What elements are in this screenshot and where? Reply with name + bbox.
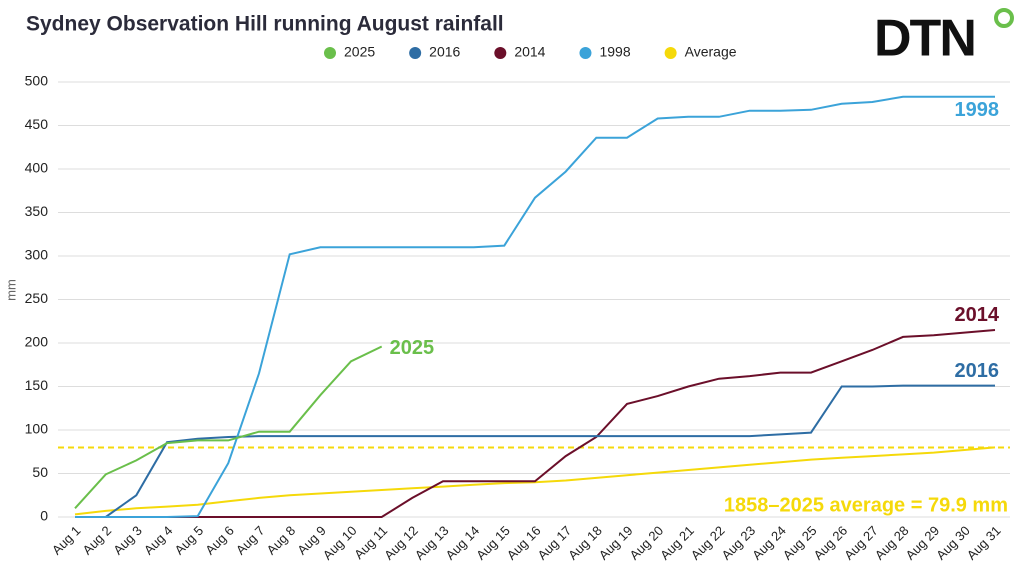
x-tick-label: Aug 13 — [412, 523, 452, 563]
x-tick-label: Aug 20 — [626, 523, 666, 563]
y-axis-label: mm — [3, 279, 18, 301]
x-tick-label: Aug 18 — [565, 523, 605, 563]
x-tick-label: Aug 4 — [141, 523, 176, 558]
x-tick-label: Aug 12 — [381, 523, 421, 563]
end-label: 2016 — [955, 360, 1000, 382]
legend-label: Average — [685, 44, 737, 60]
series-line — [74, 345, 383, 509]
y-tick-label: 0 — [40, 508, 48, 524]
y-tick-label: 300 — [25, 247, 49, 263]
series-line — [75, 329, 996, 518]
chart-title: Sydney Observation Hill running August r… — [26, 13, 504, 36]
x-tick-label: Aug 27 — [841, 523, 881, 563]
y-tick-label: 100 — [25, 421, 49, 437]
x-tick-label: Aug 29 — [902, 523, 942, 563]
logo: DTN — [874, 10, 975, 68]
y-tick-label: 350 — [25, 203, 49, 219]
legend-label: 2016 — [429, 44, 460, 60]
y-tick-label: 150 — [25, 377, 49, 393]
y-tick-label: 400 — [25, 160, 49, 176]
x-tick-label: Aug 23 — [718, 523, 758, 563]
legend-marker — [664, 47, 677, 59]
y-tick-label: 200 — [25, 334, 49, 350]
x-tick-label: Aug 24 — [749, 523, 789, 563]
x-tick-label: Aug 1 — [49, 523, 84, 558]
end-label: 2014 — [955, 304, 1000, 326]
x-tick-label: Aug 15 — [473, 523, 513, 563]
x-tick-label: Aug 25 — [780, 523, 820, 563]
end-label: 2025 — [390, 337, 435, 359]
x-tick-label: Aug 5 — [172, 523, 207, 558]
x-tick-label: Aug 8 — [264, 523, 299, 558]
x-tick-label: Aug 30 — [933, 523, 973, 563]
y-tick-label: 450 — [25, 116, 49, 132]
legend-label: 2025 — [344, 44, 375, 60]
series-line — [75, 384, 995, 518]
x-tick-label: Aug 10 — [320, 523, 360, 563]
x-tick-label: Aug 22 — [688, 523, 728, 563]
end-label: 1998 — [955, 99, 1000, 121]
x-tick-label: Aug 19 — [596, 523, 636, 563]
annotation: 1858–2025 average = 79.9 mm — [724, 494, 1008, 516]
y-tick-label: 250 — [25, 290, 49, 306]
legend-label: 2014 — [514, 44, 545, 60]
x-tick-label: Aug 28 — [872, 523, 912, 563]
legend-marker — [324, 47, 336, 59]
x-tick-label: Aug 16 — [504, 523, 544, 563]
x-tick-label: Aug 21 — [657, 523, 697, 563]
x-tick-label: Aug 2 — [80, 523, 115, 558]
legend-marker — [409, 47, 422, 59]
x-tick-label: Aug 26 — [810, 523, 850, 563]
legend-marker — [494, 47, 507, 59]
legend-label: 1998 — [599, 44, 630, 60]
legend-marker — [579, 47, 592, 59]
x-tick-label: Aug 3 — [110, 523, 145, 558]
x-tick-label: Aug 7 — [233, 523, 268, 558]
x-tick-label: Aug 6 — [202, 523, 237, 558]
logo-dot — [994, 8, 1014, 28]
series-line — [75, 95, 995, 518]
y-tick-label: 500 — [25, 73, 49, 89]
y-tick-label: 50 — [32, 464, 48, 480]
x-tick-label: Aug 31 — [964, 523, 1004, 563]
x-tick-label: Aug 14 — [442, 523, 482, 563]
x-tick-label: Aug 17 — [534, 523, 574, 563]
